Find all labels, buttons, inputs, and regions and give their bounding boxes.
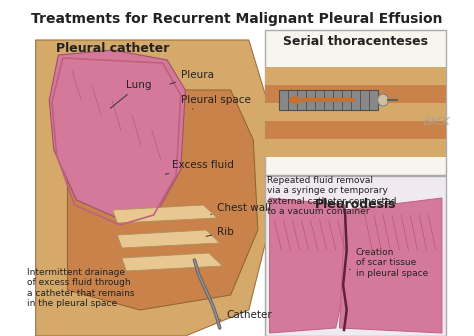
Polygon shape	[67, 90, 258, 310]
Text: BACK: BACK	[424, 117, 450, 127]
Text: Treatments for Recurrent Malignant Pleural Effusion: Treatments for Recurrent Malignant Pleur…	[31, 12, 443, 26]
Polygon shape	[270, 198, 351, 333]
Text: Pleural space: Pleural space	[181, 95, 251, 109]
Text: Chest wall: Chest wall	[211, 203, 271, 214]
Text: Excess fluid: Excess fluid	[165, 160, 234, 174]
Text: Creation
of scar tissue
in pleural space: Creation of scar tissue in pleural space	[349, 248, 428, 278]
Text: Pleurodesis: Pleurodesis	[315, 198, 397, 211]
Text: Repeated fluid removal
via a syringe or temporary
external catheter connected
to: Repeated fluid removal via a syringe or …	[267, 176, 396, 216]
Polygon shape	[113, 205, 217, 223]
Text: Pleural catheter: Pleural catheter	[56, 42, 169, 55]
Text: Catheter: Catheter	[220, 310, 272, 320]
Polygon shape	[117, 230, 220, 248]
Bar	[265, 67, 447, 85]
Text: Serial thoracenteses: Serial thoracenteses	[283, 35, 428, 48]
Polygon shape	[339, 198, 442, 333]
Bar	[265, 103, 447, 121]
Polygon shape	[49, 50, 185, 220]
Bar	[279, 90, 378, 110]
Bar	[265, 85, 447, 103]
Bar	[265, 121, 447, 139]
Text: Lung: Lung	[110, 80, 152, 108]
Text: Pleura: Pleura	[170, 70, 214, 84]
Bar	[265, 139, 447, 157]
Text: Rib: Rib	[206, 227, 234, 237]
Circle shape	[378, 94, 389, 106]
Bar	[265, 176, 447, 336]
Text: Intermittent drainage
of excess fluid through
a catheter that remains
in the ple: Intermittent drainage of excess fluid th…	[27, 268, 134, 308]
Polygon shape	[36, 40, 276, 336]
Bar	[265, 30, 447, 175]
Polygon shape	[122, 253, 222, 271]
